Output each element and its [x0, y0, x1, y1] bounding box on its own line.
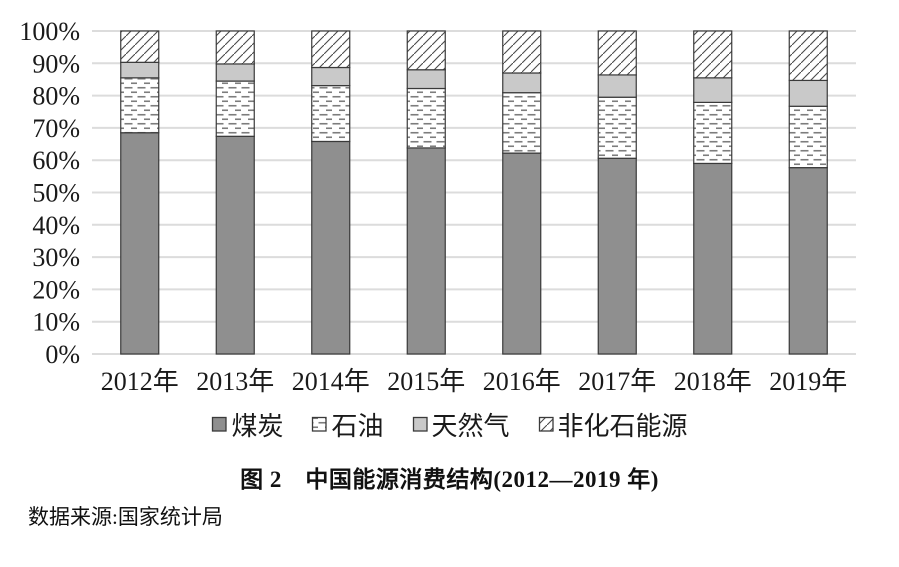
bar-segment-s3-2017	[597, 30, 637, 76]
axis-label-layer: 100% 90% 80% 70% 60% 50% 40% 30% 20% 10% 0% 2012年 20…	[19, 17, 847, 396]
y-tick-label: 50%	[32, 179, 80, 208]
y-tick-label: 30%	[32, 243, 80, 272]
y-tick-label: 40%	[32, 211, 80, 240]
legend-item-1: 石油	[311, 406, 384, 443]
legend-item-0: 煤炭	[211, 406, 283, 443]
y-tick-label: 20%	[32, 275, 80, 304]
x-tick-label: 2014年	[292, 367, 370, 396]
bar-segment-s2-2014	[311, 66, 351, 87]
x-tick-label: 2019年	[769, 367, 847, 396]
bar-segment-s0-2013	[215, 135, 255, 355]
bar-segment-s0-2012	[120, 132, 160, 355]
x-tick-label: 2016年	[483, 367, 561, 396]
chart-plot-area: 100% 90% 80% 70% 60% 50% 40% 30% 20% 10% 0% 2012年 20…	[19, 17, 856, 396]
bar-segment-s1-2013	[215, 80, 255, 137]
bar-segment-s0-2018	[693, 162, 733, 355]
bar-segment-s1-2017	[597, 96, 637, 159]
legend-swatch-icon	[212, 416, 228, 432]
legend-label: 天然气	[431, 412, 510, 441]
y-tick-label: 100%	[19, 17, 80, 46]
y-tick-label: 10%	[32, 308, 80, 337]
bar-layer	[120, 30, 828, 355]
bar-segment-s2-2018	[693, 77, 733, 103]
bar-segment-s1-2018	[693, 101, 733, 165]
bar-segment-s3-2014	[311, 30, 351, 69]
y-tick-label: 90%	[32, 49, 80, 78]
x-tick-label: 2012年	[101, 367, 179, 396]
bar-segment-s2-2019	[788, 79, 828, 107]
x-tick-label: 2018年	[674, 367, 752, 396]
bar-segment-s1-2012	[120, 77, 160, 134]
bar-segment-s0-2014	[311, 140, 351, 355]
y-tick-label: 70%	[32, 114, 80, 143]
bar-segment-s3-2016	[502, 30, 542, 74]
bar-segment-s0-2016	[502, 152, 542, 355]
x-tick-label: 2013年	[196, 367, 274, 396]
data-source-note: 数据来源:国家统计局	[28, 505, 223, 529]
bar-segment-s1-2019	[788, 105, 828, 169]
y-tick-label: 0%	[45, 340, 80, 369]
legend-item-2: 天然气	[412, 406, 510, 443]
y-tick-label: 80%	[32, 82, 80, 111]
legend-item-3: 非化石能源	[538, 406, 688, 443]
bar-segment-s2-2015	[406, 69, 446, 90]
bar-segment-s0-2017	[597, 157, 637, 355]
grid-layer	[92, 30, 856, 355]
legend-label: 石油	[331, 412, 384, 441]
bar-segment-s0-2019	[788, 167, 828, 355]
chart-legend: 煤炭 石油 天然气 非化石能源	[0, 406, 899, 443]
bar-segment-s3-2013	[215, 30, 255, 65]
bar-segment-s2-2012	[120, 61, 160, 79]
bar-segment-s0-2015	[406, 147, 446, 355]
legend-swatch-icon	[312, 416, 328, 432]
bar-segment-s2-2017	[597, 74, 637, 98]
bar-segment-s3-2012	[120, 30, 160, 63]
bar-segment-s1-2014	[311, 84, 351, 143]
legend-swatch-icon	[538, 416, 554, 432]
bar-segment-s3-2015	[406, 30, 446, 71]
bar-segment-s2-2016	[502, 72, 542, 94]
bar-segment-s3-2018	[693, 30, 733, 79]
x-tick-label: 2015年	[387, 367, 465, 396]
bar-segment-s1-2015	[406, 87, 446, 149]
bar-segment-s1-2016	[502, 92, 542, 154]
legend-label: 非化石能源	[557, 412, 688, 441]
y-tick-label: 60%	[32, 146, 80, 175]
legend-label: 煤炭	[231, 412, 284, 441]
bar-segment-s2-2013	[215, 63, 255, 82]
figure-caption: 图 2 中国能源消费结构(2012—2019 年)	[240, 467, 659, 492]
legend-swatch-icon	[412, 416, 428, 432]
bar-segment-s3-2019	[788, 30, 828, 82]
x-tick-label: 2017年	[578, 367, 656, 396]
